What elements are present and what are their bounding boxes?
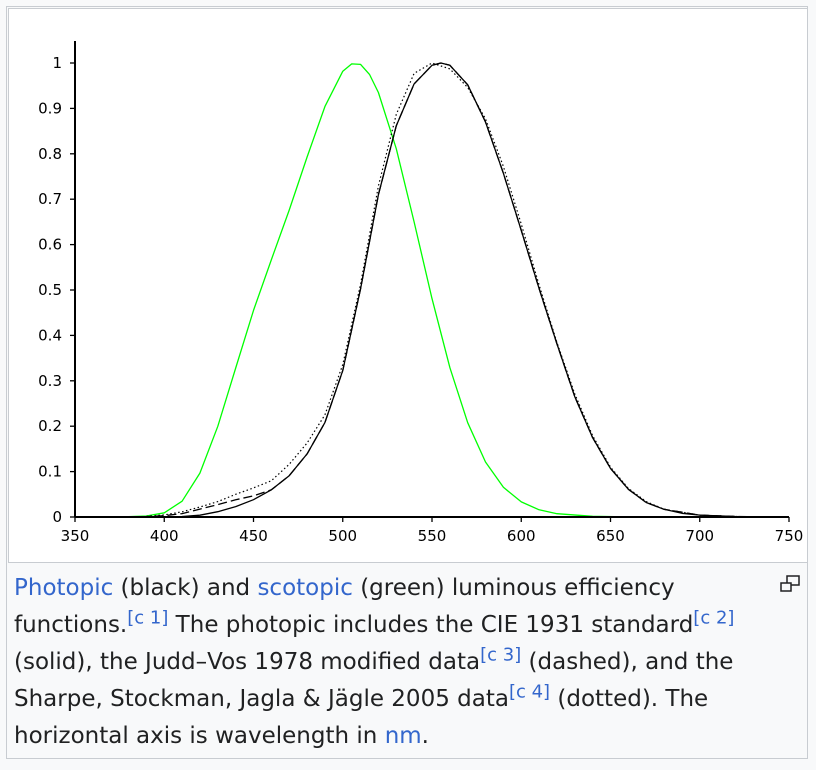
y-tick-label: 0.6: [38, 236, 62, 254]
series-line-dashed-2: [128, 62, 790, 518]
series-line-dotted-3: [146, 62, 790, 518]
caption-text-1: (black) and: [113, 575, 258, 601]
series-line-solid-1: [128, 62, 790, 518]
reference-c2-link[interactable]: [c 2]: [693, 607, 735, 629]
magnify-icon[interactable]: [779, 575, 801, 593]
x-tick-label: 600: [507, 527, 536, 545]
x-tick-label: 750: [775, 527, 804, 545]
series-line-solid-0: [128, 63, 700, 518]
y-tick-label: 0.5: [38, 281, 62, 299]
y-tick-label: 0.2: [38, 417, 62, 435]
reference-c3-link[interactable]: [c 3]: [480, 644, 522, 666]
y-tick-label: 0.8: [38, 145, 62, 163]
x-tick-label: 450: [239, 527, 268, 545]
caption-text-4: (solid), the Judd–Vos 1978 modified data: [14, 649, 481, 675]
y-tick-label: 1: [52, 54, 62, 72]
x-tick-label: 650: [596, 527, 625, 545]
x-tick-label: 350: [61, 527, 90, 545]
x-tick-label: 550: [418, 527, 447, 545]
y-tick-label: 0.1: [38, 463, 62, 481]
figure-frame: 350 400 450 500 550 600 650 700 750 0 0.1 0.2 0.3 0.4…: [6, 6, 808, 759]
scotopic-link[interactable]: scotopic: [257, 575, 353, 601]
figure-caption: Photopic (black) and scotopic (green) lu…: [14, 570, 774, 755]
x-tick-label: 400: [150, 527, 179, 545]
y-tick-label: 0.9: [38, 99, 62, 117]
caption-text-7: .: [421, 723, 429, 749]
caption-text-5: (dashed), and the Sharpe, Stockman, Jagl…: [14, 649, 734, 712]
series-layer: [128, 62, 790, 518]
reference-c1-link[interactable]: [c 1]: [127, 607, 169, 629]
nm-link[interactable]: nm: [384, 723, 422, 749]
caption-text-3: The photopic includes the CIE 1931 stand…: [168, 612, 694, 638]
chart-container[interactable]: 350 400 450 500 550 600 650 700 750 0 0.1 0.2 0.3 0.4…: [8, 8, 808, 563]
axes-layer: 350 400 450 500 550 600 650 700 750 0 0.1 0.2 0.3 0.4…: [38, 41, 803, 545]
y-tick-label: 0.7: [38, 190, 62, 208]
caption-text-6: (dotted). The horizontal axis is wavelen…: [14, 686, 709, 749]
caption-text-2: (green) luminous efficiency functions.: [14, 575, 675, 638]
photopic-link[interactable]: Photopic: [14, 575, 114, 601]
luminous-efficiency-chart: 350 400 450 500 550 600 650 700 750 0 0.1 0.2 0.3 0.4…: [38, 41, 803, 545]
y-tick-label: 0: [52, 508, 62, 526]
x-tick-label: 700: [685, 527, 714, 545]
reference-c4-link[interactable]: [c 4]: [508, 681, 551, 703]
y-tick-label: 0.4: [38, 326, 62, 344]
y-tick-label: 0.3: [38, 372, 62, 390]
x-tick-label: 500: [328, 527, 357, 545]
